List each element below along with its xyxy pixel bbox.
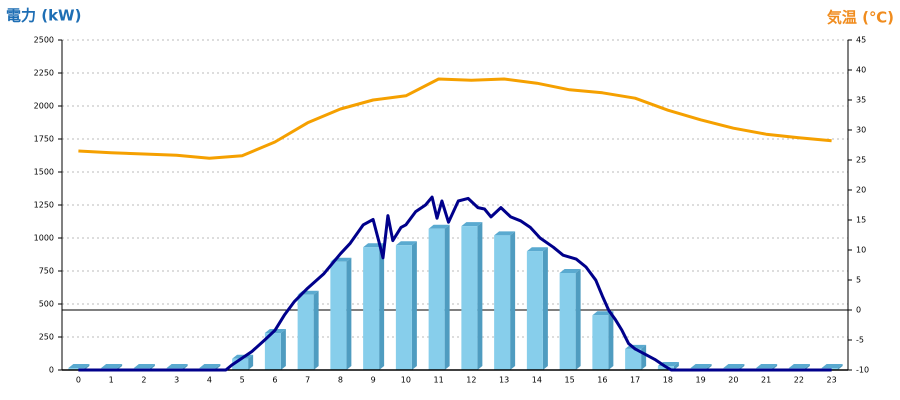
x-tick-label: 14 [532,376,542,385]
y2-tick-label: -10 [856,366,869,375]
bar [363,247,380,370]
bar-side [248,354,254,370]
y2-tick-label: 35 [856,96,866,105]
y2-tick-label: 15 [856,216,866,225]
bar-top [395,241,417,246]
bar-side [379,243,385,370]
bar-top [166,364,188,369]
bar [232,358,249,370]
y2-tick-label: 20 [856,186,866,195]
y-tick-label: 750 [39,267,54,276]
x-tick-label: 1 [109,376,114,385]
y2-tick-label: 40 [856,66,866,75]
y2-tick-label: 25 [856,156,866,165]
bar-top [494,231,516,236]
x-tick-label: 9 [371,376,376,385]
bar-side [411,241,417,370]
y2-tick-label: -5 [856,336,864,345]
x-tick-label: 16 [597,376,607,385]
x-tick-label: 15 [565,376,575,385]
bar-top [68,364,90,369]
bar-top [821,364,843,369]
x-tick-label: 3 [174,376,179,385]
x-tick-label: 22 [794,376,804,385]
y-tick-label: 250 [39,333,54,342]
bar-top [133,364,155,369]
x-tick-label: 8 [338,376,343,385]
bar [494,235,511,370]
line-series [78,195,832,372]
bar-top [592,311,614,316]
bar-side [477,222,483,370]
bar-side [542,247,548,370]
y-tick-label: 1250 [34,201,54,210]
y-tick-label: 2500 [34,36,54,45]
bar [625,348,642,370]
bar [395,245,412,370]
y2-axis-title: 気温 (℃) [827,9,894,27]
bar [297,294,314,370]
x-tick-label: 10 [401,376,411,385]
x-tick-label: 12 [466,376,476,385]
bar [68,368,85,370]
bar-top [788,364,810,369]
y-tick-label: 1500 [34,168,54,177]
y2-tick-label: 45 [856,36,866,45]
x-tick-label: 4 [207,376,212,385]
bar [461,226,478,370]
y2-tick-label: 30 [856,126,866,135]
bar-side [444,224,450,370]
bar [559,272,576,370]
bar-top [756,364,778,369]
y-tick-label: 2000 [34,102,54,111]
bar-side [575,268,581,370]
bar-top [723,364,745,369]
x-tick-label: 23 [827,376,837,385]
bar [526,251,543,370]
bar [592,315,609,370]
line-series [78,77,832,160]
bar-side [346,257,352,370]
x-tick-label: 11 [434,376,444,385]
bar [428,228,445,370]
bar-side [608,311,614,370]
bar [330,261,347,370]
y-tick-label: 1000 [34,234,54,243]
bar-top [559,268,581,273]
y2-tick-label: 5 [856,276,861,285]
x-tick-label: 7 [305,376,310,385]
bar-side [837,364,843,370]
x-tick-label: 6 [272,376,277,385]
y-tick-label: 500 [39,300,54,309]
y-tick-label: 1750 [34,135,54,144]
bar [264,333,281,370]
x-tick-label: 17 [630,376,640,385]
bar-top [690,364,712,369]
x-tick-label: 19 [696,376,706,385]
bar-side [280,329,286,370]
y-axis-title: 電力 (kW) [6,7,81,25]
x-tick-label: 0 [76,376,81,385]
x-tick-label: 21 [761,376,771,385]
bar-top [526,247,548,252]
bar-top [101,364,123,369]
bar-top [199,364,221,369]
x-tick-label: 13 [499,376,509,385]
bar-side [510,231,516,370]
x-tick-label: 2 [141,376,146,385]
bar-side [313,290,319,370]
bar-top [461,222,483,227]
y-tick-label: 0 [49,366,54,375]
y2-tick-label: 0 [856,306,861,315]
x-tick-label: 18 [663,376,673,385]
bar-side [641,344,647,370]
x-tick-label: 20 [728,376,738,385]
bar-top [428,224,450,229]
bar-side [673,362,679,370]
y-tick-label: 2250 [34,69,54,78]
y2-tick-label: 10 [856,246,866,255]
x-tick-label: 5 [240,376,245,385]
